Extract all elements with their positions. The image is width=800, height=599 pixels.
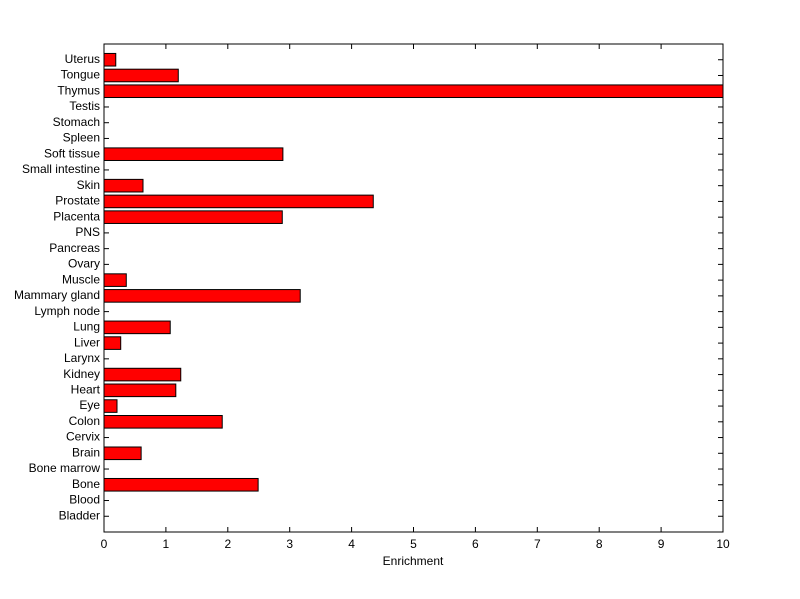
x-tick-label: 10: [716, 537, 730, 551]
y-tick-label: Blood: [69, 493, 100, 507]
y-tick-label: Stomach: [53, 115, 100, 129]
y-tick-label: Liver: [74, 335, 100, 349]
bar: [103, 446, 142, 461]
y-tick-label: Soft tissue: [44, 146, 100, 160]
y-tick-label: Lymph node: [34, 304, 100, 318]
bar: [103, 399, 118, 413]
y-tick-label: Muscle: [62, 272, 100, 286]
y-tick-label: Lung: [73, 320, 100, 334]
bar: [103, 320, 171, 335]
bar: [103, 68, 179, 83]
y-tick-label: Larynx: [64, 351, 100, 365]
x-tick-label: 8: [596, 537, 603, 551]
y-tick-label: Spleen: [63, 131, 100, 145]
x-tick-label: 6: [472, 537, 479, 551]
bar: [103, 178, 144, 193]
bar: [103, 194, 374, 209]
y-tick-label: Ovary: [68, 257, 100, 271]
y-tick-label: Bladder: [59, 508, 100, 522]
y-tick-label: Thymus: [57, 83, 100, 97]
x-tick-label: 0: [101, 537, 108, 551]
x-tick-label: 3: [286, 537, 293, 551]
x-tick-label: 1: [163, 537, 170, 551]
y-tick-label: Mammary gland: [14, 288, 100, 302]
y-tick-label: Prostate: [55, 194, 100, 208]
y-tick-label: Tongue: [61, 68, 101, 82]
y-tick-label: Skin: [77, 178, 100, 192]
bar: [103, 84, 724, 99]
bar: [103, 415, 223, 429]
y-tick-label: Placenta: [53, 209, 100, 223]
bar: [103, 383, 177, 398]
y-tick-label: Uterus: [65, 52, 100, 66]
y-tick-label: Bone: [72, 477, 100, 491]
x-tick-label: 4: [348, 537, 355, 551]
bar: [103, 147, 284, 161]
y-tick-label: Pancreas: [49, 241, 100, 255]
y-tick-label: Eye: [79, 398, 100, 412]
x-axis-label: Enrichment: [383, 554, 444, 568]
bar: [103, 477, 259, 492]
x-tick-label: 7: [534, 537, 541, 551]
y-tick-label: Cervix: [66, 430, 100, 444]
bar: [103, 273, 127, 287]
bar: [103, 289, 301, 303]
x-tick-label: 2: [224, 537, 231, 551]
plot-frame: [103, 43, 724, 533]
x-tick-label: 9: [658, 537, 665, 551]
bar: [103, 367, 182, 382]
y-tick-label: Kidney: [63, 367, 100, 381]
y-tick-label: Testis: [69, 99, 100, 113]
bar: [103, 210, 283, 224]
y-tick-label: Colon: [69, 414, 100, 428]
y-tick-label: PNS: [75, 225, 100, 239]
y-tick-label: Brain: [72, 445, 100, 459]
bar: [103, 52, 117, 67]
y-tick-label: Bone marrow: [29, 461, 101, 475]
bar: [103, 336, 122, 350]
x-tick-label: 5: [410, 537, 417, 551]
y-tick-label: Small intestine: [22, 162, 100, 176]
y-tick-label: Heart: [71, 382, 101, 396]
